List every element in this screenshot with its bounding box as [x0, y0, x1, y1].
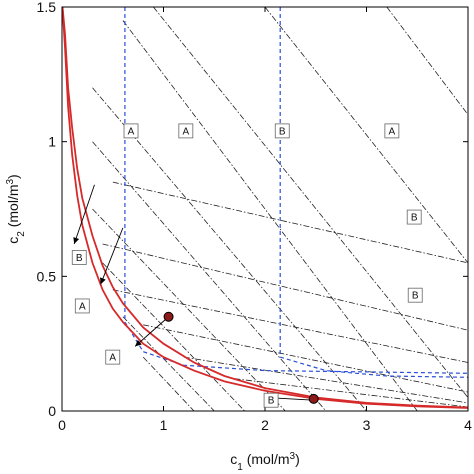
marker-point-1: [308, 393, 319, 404]
annotation-label-5: B: [407, 287, 423, 303]
annotation-text: A: [109, 353, 116, 364]
y-tick-label: 0.5: [37, 268, 57, 284]
x-tick-label: 3: [363, 417, 371, 433]
red-curve-1: [62, 7, 468, 409]
annotation-label-3: A: [384, 123, 400, 139]
dashdot-line-6: [112, 289, 468, 363]
dashdot-line-15: [142, 356, 195, 411]
annotation-text: A: [79, 301, 86, 312]
annotation-text: A: [389, 126, 396, 137]
annotation-arrow-1: [100, 227, 124, 285]
x-tick-label: 0: [58, 417, 66, 433]
red-curve-0: [62, 7, 468, 409]
dashdot-line-12: [92, 208, 286, 411]
x-axis-label: c1 (mol/m3): [230, 451, 299, 473]
annotation-label-1: A: [178, 123, 194, 139]
arrow-head-1: [100, 277, 106, 285]
annotation-text: B: [412, 291, 419, 302]
dashdot-line-1: [153, 7, 468, 398]
dashdot-line-7: [143, 324, 468, 393]
arrow-head-0: [73, 237, 80, 245]
dashdot-line-5: [102, 243, 468, 331]
annotation-text: A: [182, 126, 189, 137]
annotation-arrow-0: [73, 184, 95, 245]
dashdot-line-0: [122, 20, 418, 411]
annotation-text: B: [76, 253, 83, 264]
dashdot-line-13: [102, 262, 245, 411]
dashdot-line-11: [92, 141, 327, 411]
arrow-head-2: [135, 339, 142, 347]
annotation-label-6: B: [71, 250, 87, 265]
y-tick-label: 0: [48, 403, 56, 419]
dashdot-line-2: [264, 7, 468, 264]
annotation-arrow-2: [134, 316, 169, 347]
y-tick-label: 1.5: [37, 0, 57, 15]
annotation-label-2: B: [274, 123, 290, 139]
dashdot-line-14: [122, 316, 215, 411]
annotation-label-4: B: [406, 209, 422, 225]
annotation-label-9: B: [263, 392, 279, 408]
annotation-text: B: [279, 126, 286, 137]
dashdot-line-3: [386, 7, 468, 115]
dashdot-line-10: [92, 87, 367, 411]
dashdot-line-8: [183, 356, 468, 404]
blue-dashed-line-0: [124, 7, 468, 374]
annotation-label-8: A: [105, 349, 121, 365]
y-axis-label: c2 (mol/m3): [5, 174, 27, 243]
blue-dashed-line-1: [279, 7, 468, 378]
annotation-label-7: A: [74, 298, 90, 314]
x-tick-label: 4: [464, 417, 472, 433]
dashdot-line-4: [112, 181, 468, 264]
annotation-text: A: [128, 126, 135, 137]
annotation-text: B: [411, 213, 418, 224]
x-tick-label: 1: [160, 417, 168, 433]
marker-point-0: [163, 311, 174, 322]
annotation-label-0: A: [123, 123, 139, 139]
y-tick-label: 1: [48, 134, 56, 150]
x-tick-label: 2: [261, 417, 269, 433]
annotation-text: B: [268, 396, 275, 407]
